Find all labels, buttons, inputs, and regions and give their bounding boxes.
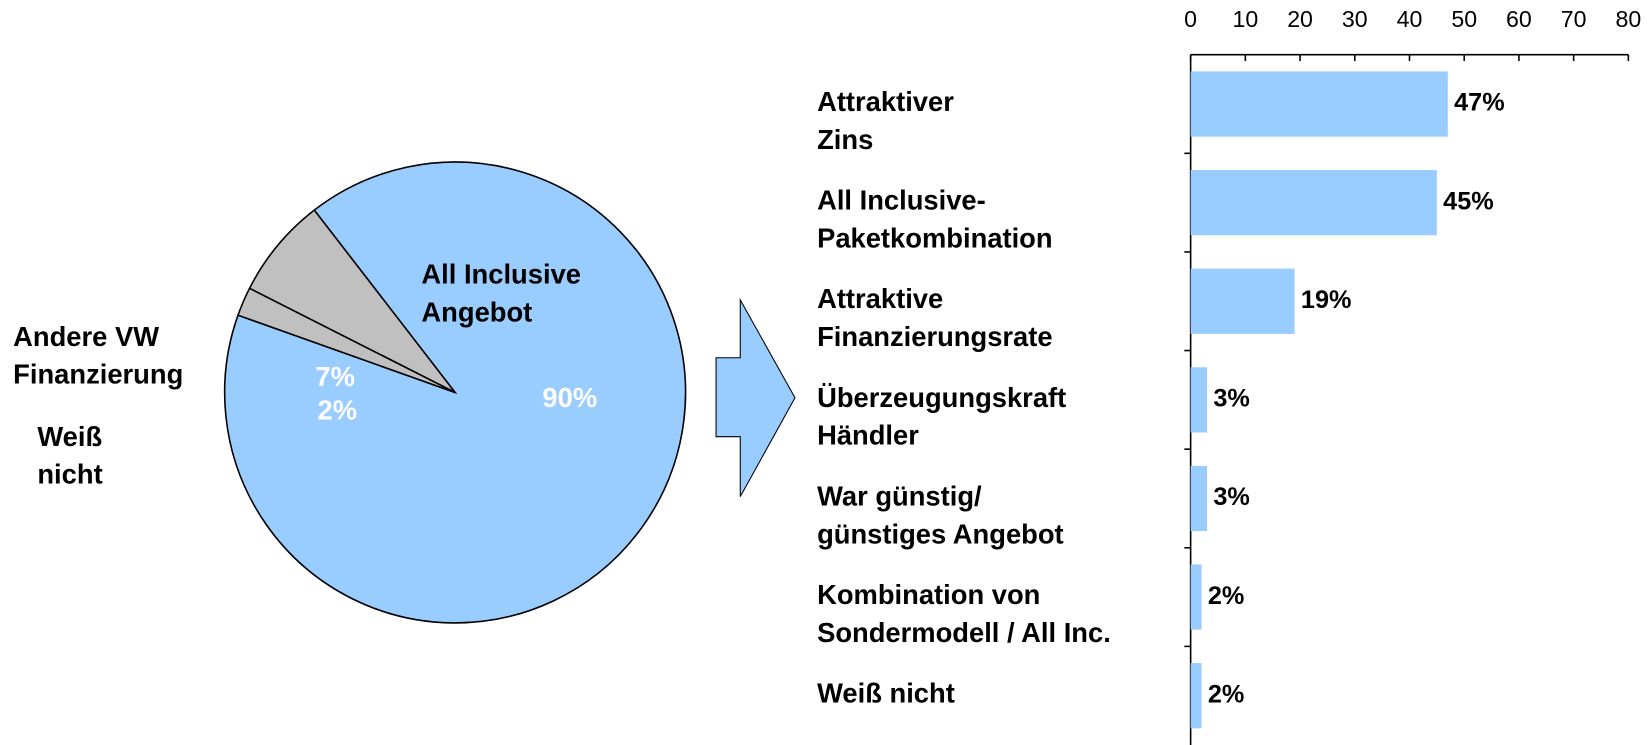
bar — [1190, 564, 1202, 630]
value-label: 45% — [1443, 187, 1494, 215]
value-label: 2% — [1208, 582, 1245, 610]
value-label: 19% — [1301, 286, 1352, 314]
x-tick-label: 20 — [1287, 6, 1313, 32]
bar — [1190, 367, 1208, 433]
x-tick-label: 60 — [1506, 6, 1532, 32]
category-label: All Inclusive-Paketkombination — [817, 185, 1053, 254]
bar — [1190, 170, 1437, 236]
category-label: Attraktive Finanzierungsrate — [817, 283, 1053, 352]
x-tick-label: 0 — [1184, 6, 1197, 32]
arrow — [715, 297, 796, 497]
bar — [1190, 465, 1208, 532]
pie-slice — [248, 208, 456, 394]
pie-value-label: 90% — [542, 382, 597, 413]
x-tick-label: 40 — [1397, 6, 1423, 32]
x-tick-label: 50 — [1451, 6, 1477, 32]
pie-value-label: 7% — [315, 361, 355, 392]
category-label: Attraktiver Zins — [817, 86, 954, 155]
pie-label: Weiß nicht — [37, 421, 102, 490]
bar — [1190, 663, 1202, 729]
x-tick-label: 70 — [1561, 6, 1587, 32]
pie-slice — [237, 287, 456, 394]
x-tick-label: 30 — [1342, 6, 1368, 32]
value-label: 3% — [1213, 385, 1250, 413]
pie-label: Andere VW Finanzierung — [13, 321, 183, 390]
value-label: 2% — [1208, 680, 1245, 708]
value-label: 47% — [1454, 89, 1505, 117]
x-tick-label: 80 — [1616, 6, 1642, 32]
category-label: Kombination von Sondermodell / All Inc. — [817, 579, 1111, 648]
category-label: Überzeugungskraft Händler — [817, 382, 1066, 451]
x-tick-label: 10 — [1232, 6, 1258, 32]
value-label: 3% — [1213, 483, 1250, 511]
category-label: War günstig/günstiges Angebot — [817, 481, 1064, 550]
pie-label: All Inclusive Angebot — [421, 259, 581, 328]
bar — [1190, 71, 1448, 137]
category-label: Weiß nicht — [817, 678, 955, 709]
bar — [1190, 268, 1295, 334]
pie-value-label: 2% — [317, 395, 357, 426]
